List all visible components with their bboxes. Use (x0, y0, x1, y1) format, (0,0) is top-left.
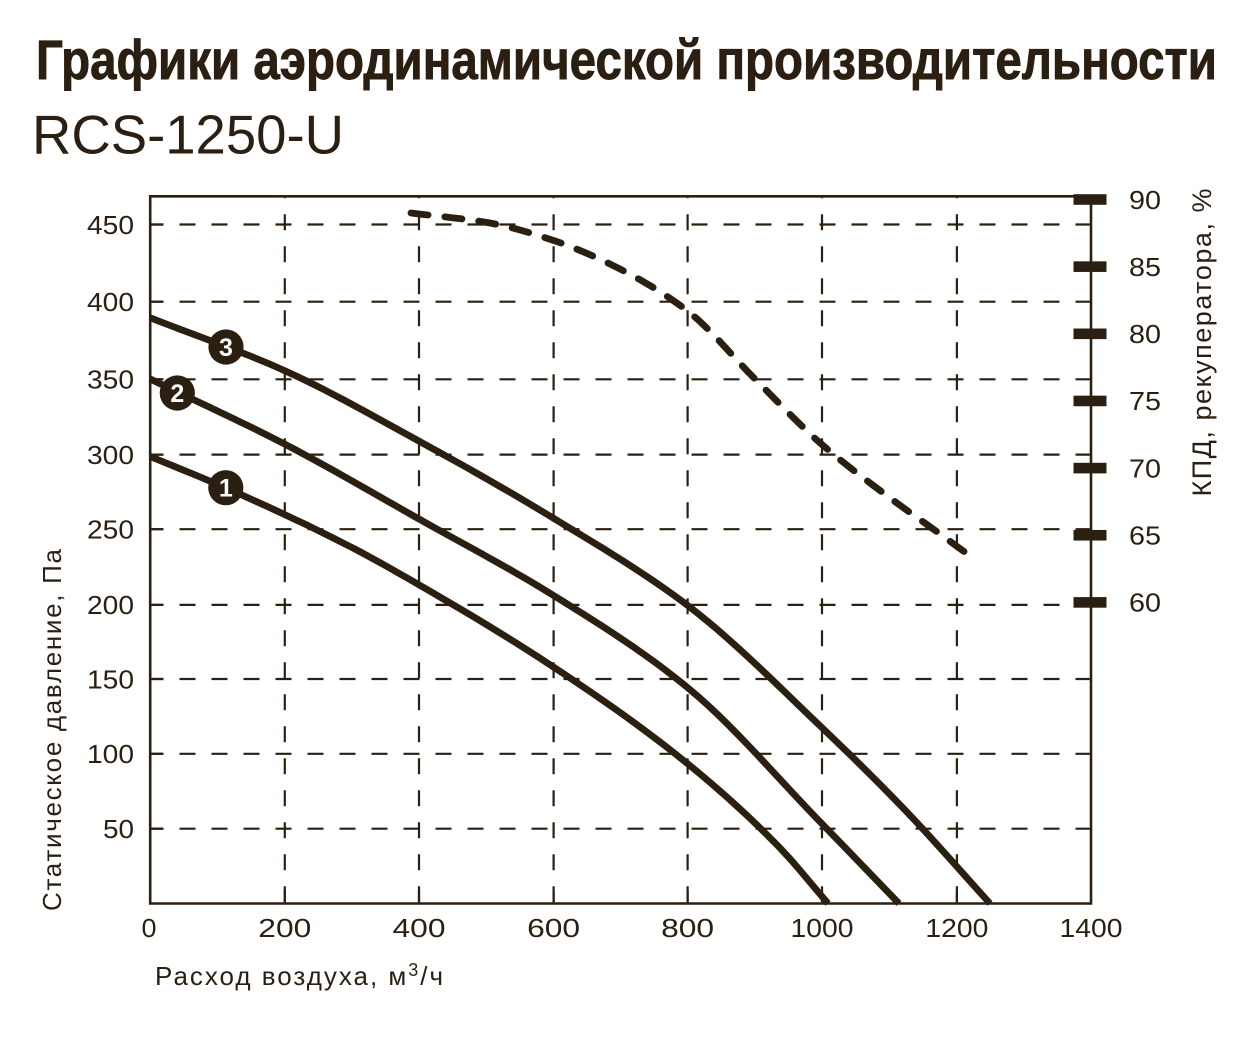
svg-text:90: 90 (1129, 185, 1161, 215)
svg-text:3: 3 (219, 334, 233, 362)
svg-text:0: 0 (142, 913, 157, 943)
svg-text:Статическое давление, Па: Статическое давление, Па (37, 548, 67, 911)
svg-text:1400: 1400 (1060, 913, 1123, 943)
svg-text:100: 100 (87, 739, 134, 769)
svg-text:75: 75 (1129, 386, 1161, 416)
svg-text:1200: 1200 (925, 913, 988, 943)
svg-text:400: 400 (87, 287, 134, 317)
svg-text:Расход воздуха, м3/ч: Расход воздуха, м 3/ч (155, 960, 443, 991)
svg-text:400: 400 (393, 913, 446, 943)
svg-text:2: 2 (170, 380, 184, 408)
svg-text:200: 200 (258, 913, 311, 943)
svg-text:150: 150 (87, 664, 134, 694)
svg-text:60: 60 (1129, 588, 1161, 618)
svg-text:800: 800 (661, 913, 714, 943)
svg-text:Графики аэродинамической произ: Графики аэродинамической производительно… (36, 28, 1217, 91)
svg-text:350: 350 (87, 365, 134, 395)
svg-text:RCS-1250-U: RCS-1250-U (32, 104, 344, 166)
svg-text:КПД, рекуператора, %: КПД, рекуператора, % (1187, 189, 1217, 497)
svg-text:50: 50 (103, 814, 134, 844)
svg-text:200: 200 (87, 590, 134, 620)
svg-text:80: 80 (1129, 319, 1161, 349)
svg-text:1000: 1000 (791, 913, 854, 943)
svg-text:65: 65 (1129, 521, 1161, 551)
svg-text:1: 1 (219, 475, 233, 503)
svg-text:450: 450 (87, 210, 134, 240)
svg-text:600: 600 (527, 913, 580, 943)
svg-text:250: 250 (87, 515, 134, 545)
svg-text:85: 85 (1129, 252, 1161, 282)
svg-text:300: 300 (87, 440, 134, 470)
svg-text:70: 70 (1129, 453, 1161, 483)
